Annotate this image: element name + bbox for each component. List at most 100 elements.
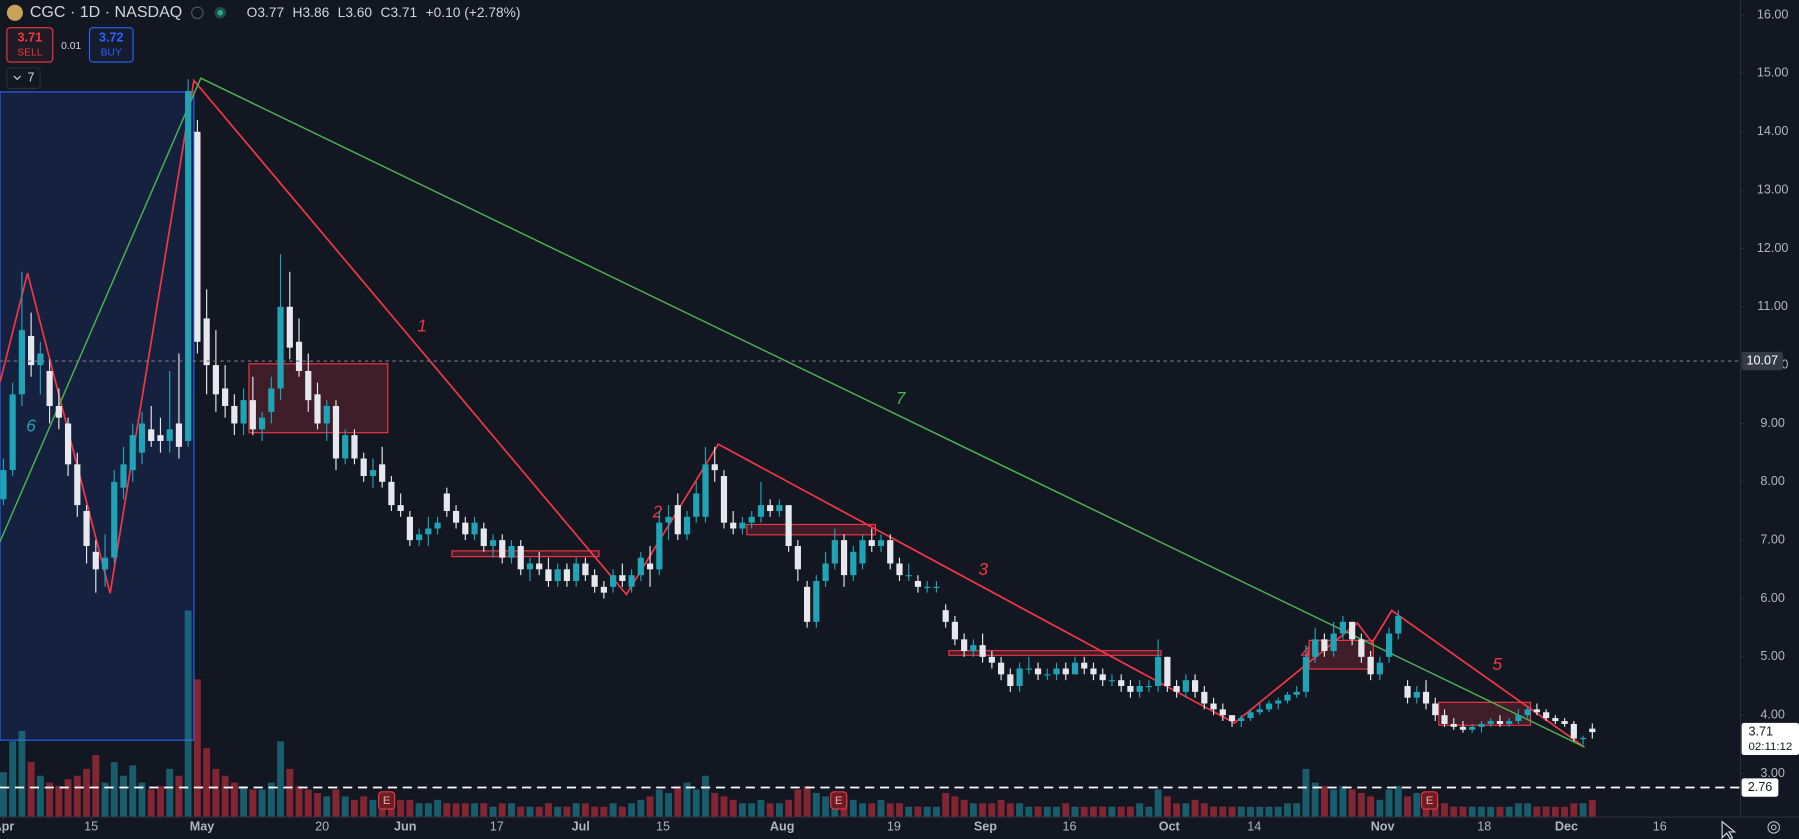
volume-bar: [1145, 806, 1153, 818]
candle-body: [92, 551, 99, 570]
y-tick-label: 13.00: [1757, 182, 1789, 196]
ohlc: O3.77 H3.86 L3.60 C3.71 +0.10 (+2.78%): [247, 4, 521, 19]
volume-bar: [1579, 803, 1587, 818]
market-status-dot: [217, 9, 224, 16]
candle-body: [1552, 718, 1559, 722]
x-tick-label: 19: [887, 820, 901, 834]
candle-body: [1293, 691, 1300, 695]
volume-bar: [1450, 806, 1458, 818]
volume-bar: [175, 775, 183, 818]
volume-bar: [1071, 806, 1079, 818]
symbol-logo: [6, 4, 23, 21]
volume-bar: [1163, 796, 1171, 818]
candle-body: [1330, 633, 1337, 652]
x-tick-label: May: [190, 820, 215, 834]
candle-body: [452, 510, 460, 523]
indicator-toggle[interactable]: [6, 67, 41, 90]
volume-bar: [1182, 803, 1190, 818]
candle-body: [988, 656, 995, 663]
volume-bar: [286, 768, 294, 818]
volume-bar: [618, 806, 626, 818]
candle-body: [18, 330, 25, 395]
wave-label: 7: [896, 388, 907, 408]
volume-bar: [64, 779, 72, 818]
volume-bar: [1034, 806, 1042, 818]
candle-body: [942, 610, 949, 622]
volume-bar: [314, 792, 321, 818]
volume-bar: [923, 806, 931, 818]
volume-bar: [1099, 806, 1107, 818]
y-tick-label: 3.00: [1760, 766, 1785, 780]
candle-body: [1459, 726, 1467, 730]
volume-bar: [988, 803, 996, 818]
volume-bar: [563, 806, 571, 818]
volume-bar: [129, 765, 137, 818]
volume-bar: [1551, 806, 1559, 818]
candle-body: [314, 394, 321, 424]
candle-body: [859, 540, 866, 564]
volume-bar: [1496, 806, 1504, 818]
volume-bar: [757, 799, 765, 818]
candle-body: [462, 522, 469, 535]
volume-bar: [258, 789, 266, 818]
volume-bar: [110, 761, 118, 818]
candle-body: [212, 365, 219, 395]
candle-body: [656, 522, 663, 570]
buy-button[interactable]: [88, 27, 134, 63]
candle-body: [203, 318, 210, 366]
candle-body: [74, 464, 81, 506]
settings-button[interactable]: [1767, 821, 1781, 834]
earnings-marker[interactable]: [1420, 791, 1439, 810]
volume-bar: [1284, 803, 1291, 818]
chevron: [13, 75, 22, 81]
volume-bar: [1237, 806, 1245, 818]
volume-bar: [1441, 803, 1448, 818]
candle-body: [1238, 718, 1245, 722]
candle-body: [1413, 691, 1420, 698]
cursor: [1721, 820, 1737, 839]
candle-body: [1533, 709, 1540, 713]
earnings-marker[interactable]: [830, 791, 848, 810]
volume-bar: [1367, 796, 1375, 818]
candle-body: [157, 435, 164, 441]
volume-bar: [729, 799, 737, 818]
support-tag-label: 2.76: [1748, 780, 1773, 794]
candle-body: [1275, 700, 1282, 704]
candle-body: [166, 429, 173, 441]
volume-bar: [415, 803, 423, 818]
volume-bar: [1228, 806, 1236, 818]
x-tick-label: 20: [315, 820, 329, 834]
volume-bar: [1080, 806, 1088, 818]
volume-bar: [1302, 768, 1310, 818]
volume-bar: [498, 803, 506, 818]
x-tick-label: 15: [656, 820, 670, 834]
volume-bar: [794, 789, 802, 818]
volume-bar: [683, 782, 691, 818]
y-tick-label: 16.00: [1757, 7, 1789, 21]
candle-body: [1044, 674, 1051, 676]
candle-body: [720, 475, 728, 523]
volume-bar: [1265, 806, 1273, 818]
candle-body: [249, 400, 256, 430]
status-dot: [191, 6, 204, 20]
earnings-marker[interactable]: [378, 791, 396, 810]
volume-bar: [674, 786, 682, 818]
candle-body: [1376, 662, 1383, 675]
candle-body: [554, 569, 561, 581]
candle-body: [1339, 621, 1346, 634]
y-tick-label: 7.00: [1760, 532, 1785, 546]
sell-button[interactable]: [6, 27, 54, 63]
volume-bar: [1348, 789, 1356, 818]
zone-box: [451, 550, 600, 558]
volume-bar: [1016, 803, 1024, 818]
candle-body: [231, 405, 238, 424]
candle-body: [508, 545, 515, 558]
volume-bar: [1376, 799, 1384, 818]
y-tick-label: 9.00: [1760, 416, 1785, 430]
volume-bar: [193, 679, 201, 818]
volume-bar: [1339, 786, 1347, 818]
candle-body: [517, 545, 524, 570]
symbol[interactable]: CGC · 1D · NASDAQ: [30, 3, 182, 21]
y-tick-label: 12.00: [1757, 241, 1789, 255]
